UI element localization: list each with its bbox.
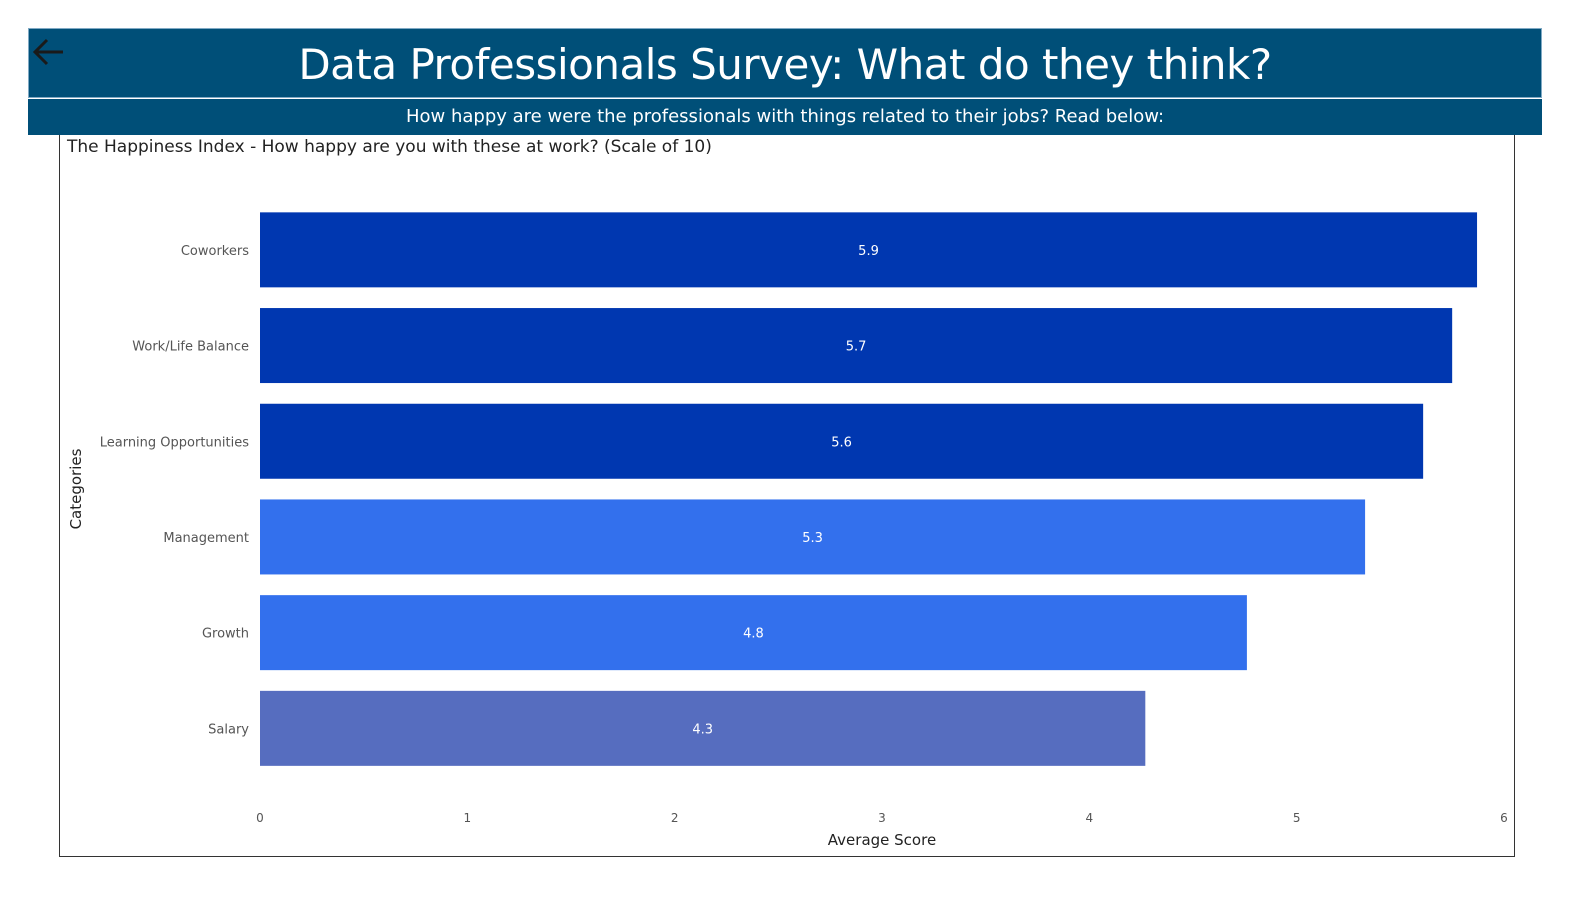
category-label: Work/Life Balance bbox=[132, 340, 249, 355]
category-label: Coworkers bbox=[181, 244, 249, 259]
data-label: 5.6 bbox=[831, 435, 852, 450]
subheader-bar: How happy are were the professionals wit… bbox=[28, 99, 1542, 135]
data-label: 4.3 bbox=[692, 722, 713, 737]
x-tick-label: 2 bbox=[671, 811, 679, 825]
page-title: Data Professionals Survey: What do they … bbox=[298, 40, 1272, 89]
x-tick-label: 1 bbox=[464, 811, 472, 825]
data-labels: 5.9 5.7 5.6 5.3 4.8 4.3 bbox=[692, 244, 879, 737]
x-tick-labels: 0 1 2 3 4 5 6 bbox=[256, 811, 1508, 825]
x-tick-label: 4 bbox=[1086, 811, 1094, 825]
x-axis-title: Average Score bbox=[828, 831, 936, 849]
arrow-left-icon bbox=[32, 38, 63, 66]
header-bar: Data Professionals Survey: What do they … bbox=[28, 28, 1542, 98]
y-axis-title: Categories bbox=[67, 448, 85, 529]
category-label: Management bbox=[163, 531, 249, 546]
data-label: 5.9 bbox=[858, 244, 879, 259]
data-label: 4.8 bbox=[743, 627, 764, 642]
x-tick-label: 3 bbox=[878, 811, 886, 825]
bar-coworkers[interactable] bbox=[260, 212, 1478, 288]
bar-management[interactable] bbox=[260, 499, 1366, 575]
bar-salary[interactable] bbox=[260, 690, 1146, 766]
category-label: Learning Opportunities bbox=[100, 435, 249, 450]
data-label: 5.7 bbox=[846, 340, 867, 355]
data-label: 5.3 bbox=[802, 531, 823, 546]
bar-work-life-balance[interactable] bbox=[260, 308, 1453, 384]
chart-panel: The Happiness Index - How happy are you … bbox=[59, 135, 1515, 857]
x-tick-label: 5 bbox=[1293, 811, 1301, 825]
bar-learning-opportunities[interactable] bbox=[260, 403, 1424, 479]
category-label: Salary bbox=[208, 722, 249, 737]
category-label: Growth bbox=[202, 627, 249, 642]
category-labels: Coworkers Work/Life Balance Learning Oppor… bbox=[100, 244, 250, 737]
page-subtitle: How happy are were the professionals wit… bbox=[405, 106, 1165, 127]
back-button[interactable] bbox=[31, 37, 67, 67]
bars-group bbox=[260, 212, 1478, 766]
bar-chart: Coworkers Work/Life Balance Learning Oppor… bbox=[67, 212, 1508, 849]
x-tick-label: 0 bbox=[256, 811, 264, 825]
bar-growth[interactable] bbox=[260, 595, 1247, 671]
chart-title: The Happiness Index - How happy are you … bbox=[67, 137, 712, 157]
x-tick-label: 6 bbox=[1500, 811, 1508, 825]
